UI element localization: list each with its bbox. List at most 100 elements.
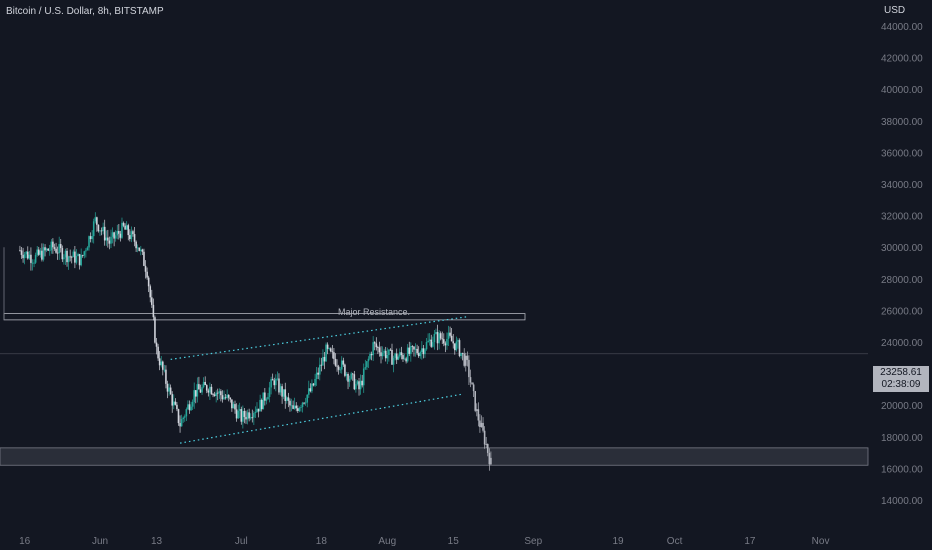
candle-body: [45, 248, 48, 251]
candle-body: [377, 347, 379, 348]
candle-body: [399, 352, 401, 357]
candle-body: [394, 353, 396, 358]
candle-body: [383, 350, 385, 353]
candle-body: [259, 399, 261, 412]
candle-body: [466, 355, 469, 360]
candle-body: [464, 355, 467, 366]
candle-body: [187, 404, 189, 410]
candle-body: [427, 340, 429, 343]
price-tick-label: 40000.00: [881, 85, 923, 96]
candle-body: [318, 364, 321, 375]
candle-body: [314, 379, 316, 386]
candle-body: [194, 390, 197, 397]
candle-body: [370, 354, 373, 356]
candle-body: [362, 368, 365, 386]
candle-body: [237, 410, 239, 419]
candle-body: [264, 392, 266, 401]
candle-body: [477, 409, 480, 421]
candle-body: [289, 400, 291, 406]
candle-body: [223, 397, 225, 400]
candle-body: [306, 394, 309, 403]
candle-body: [204, 381, 206, 386]
candle-body: [89, 236, 92, 240]
candle-body: [30, 254, 32, 263]
time-tick-label: 17: [744, 536, 756, 547]
candle-body: [119, 233, 122, 238]
candle-body: [333, 352, 335, 359]
candle-body: [463, 353, 466, 366]
candle-body: [50, 241, 53, 251]
candle-body: [276, 378, 279, 380]
price-tick-label: 18000.00: [881, 433, 923, 444]
candle-body: [146, 271, 148, 278]
candle-body: [311, 383, 313, 392]
candle-body: [177, 409, 180, 424]
candle-body: [163, 369, 166, 371]
candle-body: [405, 358, 407, 362]
candle-body: [102, 226, 104, 232]
candle-body: [284, 389, 287, 401]
candle-body: [416, 348, 418, 354]
candle-body: [157, 346, 159, 359]
candle-body: [169, 387, 172, 395]
candle-body: [221, 395, 224, 400]
candle-body: [329, 348, 332, 352]
candle-body: [183, 416, 186, 418]
candle-body: [19, 250, 21, 252]
candle-body: [136, 247, 139, 249]
price-tick-label: 16000.00: [881, 464, 923, 475]
candle-body: [339, 369, 341, 371]
candle-body: [81, 255, 84, 256]
candle-body: [212, 394, 214, 395]
candle-body: [63, 257, 65, 260]
candle-body: [196, 384, 199, 397]
candle-body: [88, 236, 90, 248]
candle-body: [67, 256, 70, 263]
candle-body: [25, 251, 28, 255]
candle-body: [381, 352, 384, 357]
candle-body: [154, 317, 156, 343]
candle-body: [34, 254, 37, 263]
candle-body: [61, 248, 64, 260]
candle-body: [111, 232, 114, 237]
candle-body: [251, 417, 254, 419]
candle-body: [133, 234, 136, 242]
candle-body: [388, 349, 390, 356]
candle-body: [474, 391, 477, 411]
candle-body: [166, 383, 169, 392]
candle-body: [105, 237, 108, 241]
candle-body: [457, 340, 459, 342]
candle-body: [160, 361, 163, 366]
candle-body: [260, 399, 263, 410]
candle-body: [433, 333, 436, 343]
candle-body: [77, 254, 79, 256]
time-tick-label: Jul: [235, 536, 248, 547]
candle-body: [307, 388, 310, 395]
candle-body: [286, 397, 288, 401]
candle-body: [140, 249, 142, 251]
candle-body: [331, 351, 334, 353]
candle-body: [298, 407, 301, 411]
candle-body: [290, 405, 293, 407]
candle-body: [174, 401, 177, 405]
candle-body: [151, 297, 153, 305]
candle-body: [297, 408, 299, 411]
candle-body: [80, 255, 82, 266]
candle-body: [185, 409, 188, 417]
candle-body: [254, 412, 257, 413]
price-tick-label: 42000.00: [881, 54, 923, 65]
candle-body: [144, 265, 147, 272]
candle-body: [47, 248, 49, 251]
candle-body: [375, 343, 378, 348]
candle-body: [58, 244, 60, 254]
candle-body: [143, 251, 145, 266]
candle-body: [281, 386, 283, 397]
candle-body: [410, 346, 412, 354]
candle-body: [96, 217, 98, 225]
candle-body: [232, 404, 235, 409]
price-tick-label: 14000.00: [881, 496, 923, 507]
candle-body: [403, 358, 406, 360]
candle-body: [419, 352, 422, 357]
candle-body: [400, 352, 403, 356]
